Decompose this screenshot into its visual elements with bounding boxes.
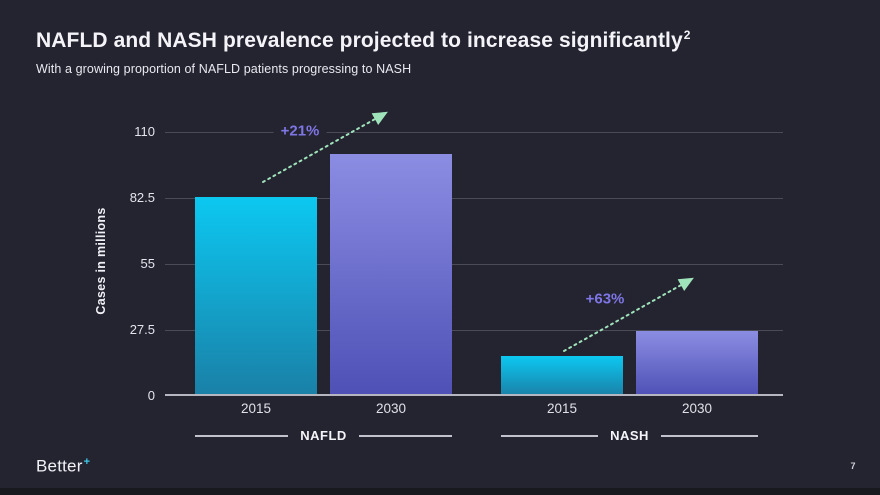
group-divider-line [358, 434, 453, 437]
y-tick-label: 110 [134, 124, 155, 139]
group-divider-line [501, 434, 599, 437]
y-tick-label: 82.5 [129, 190, 155, 205]
slide-subtitle: With a growing proportion of NAFLD patie… [36, 62, 412, 76]
bar-nash-2030 [636, 331, 758, 396]
group-label-nafld: NAFLD [195, 428, 453, 443]
y-tick-label: 0 [147, 388, 155, 403]
bar-nash-2015 [501, 356, 623, 396]
group-label-text: NAFLD [300, 428, 347, 443]
bar-nafld-2015 [195, 196, 317, 396]
annotation-nafld-growth: +21% [273, 121, 327, 141]
x-tick-label: 2030 [681, 401, 713, 416]
group-divider-line [195, 434, 289, 437]
gridline-27.5 [165, 330, 783, 331]
group-label-text: NASH [610, 428, 649, 443]
slide-title-text: NAFLD and NASH prevalence projected to i… [36, 29, 683, 52]
y-tick-label: 55 [140, 256, 155, 271]
x-tick-label: 2015 [546, 401, 578, 416]
logo: Better+ [36, 456, 90, 477]
x-axis-line [165, 394, 783, 396]
gridline-82.5 [165, 198, 783, 199]
slide-title: NAFLD and NASH prevalence projected to i… [36, 28, 691, 53]
gridline-110 [165, 132, 783, 133]
bar-nafld-2030 [330, 153, 452, 396]
group-label-nash: NASH [501, 428, 758, 443]
x-tick-label: 2030 [375, 401, 407, 416]
slide-bottom-edge [0, 488, 880, 495]
logo-plus-icon: + [83, 456, 91, 468]
gridline-55 [165, 264, 783, 265]
page-number: 7 [850, 461, 856, 471]
title-footnote-ref: 2 [683, 28, 691, 42]
x-tick-label: 2015 [240, 401, 272, 416]
y-tick-label: 27.5 [129, 322, 155, 337]
logo-text: Better [36, 456, 83, 476]
plot-area [165, 132, 783, 396]
group-divider-line [660, 434, 758, 437]
annotation-nash-growth: +63% [578, 289, 632, 309]
